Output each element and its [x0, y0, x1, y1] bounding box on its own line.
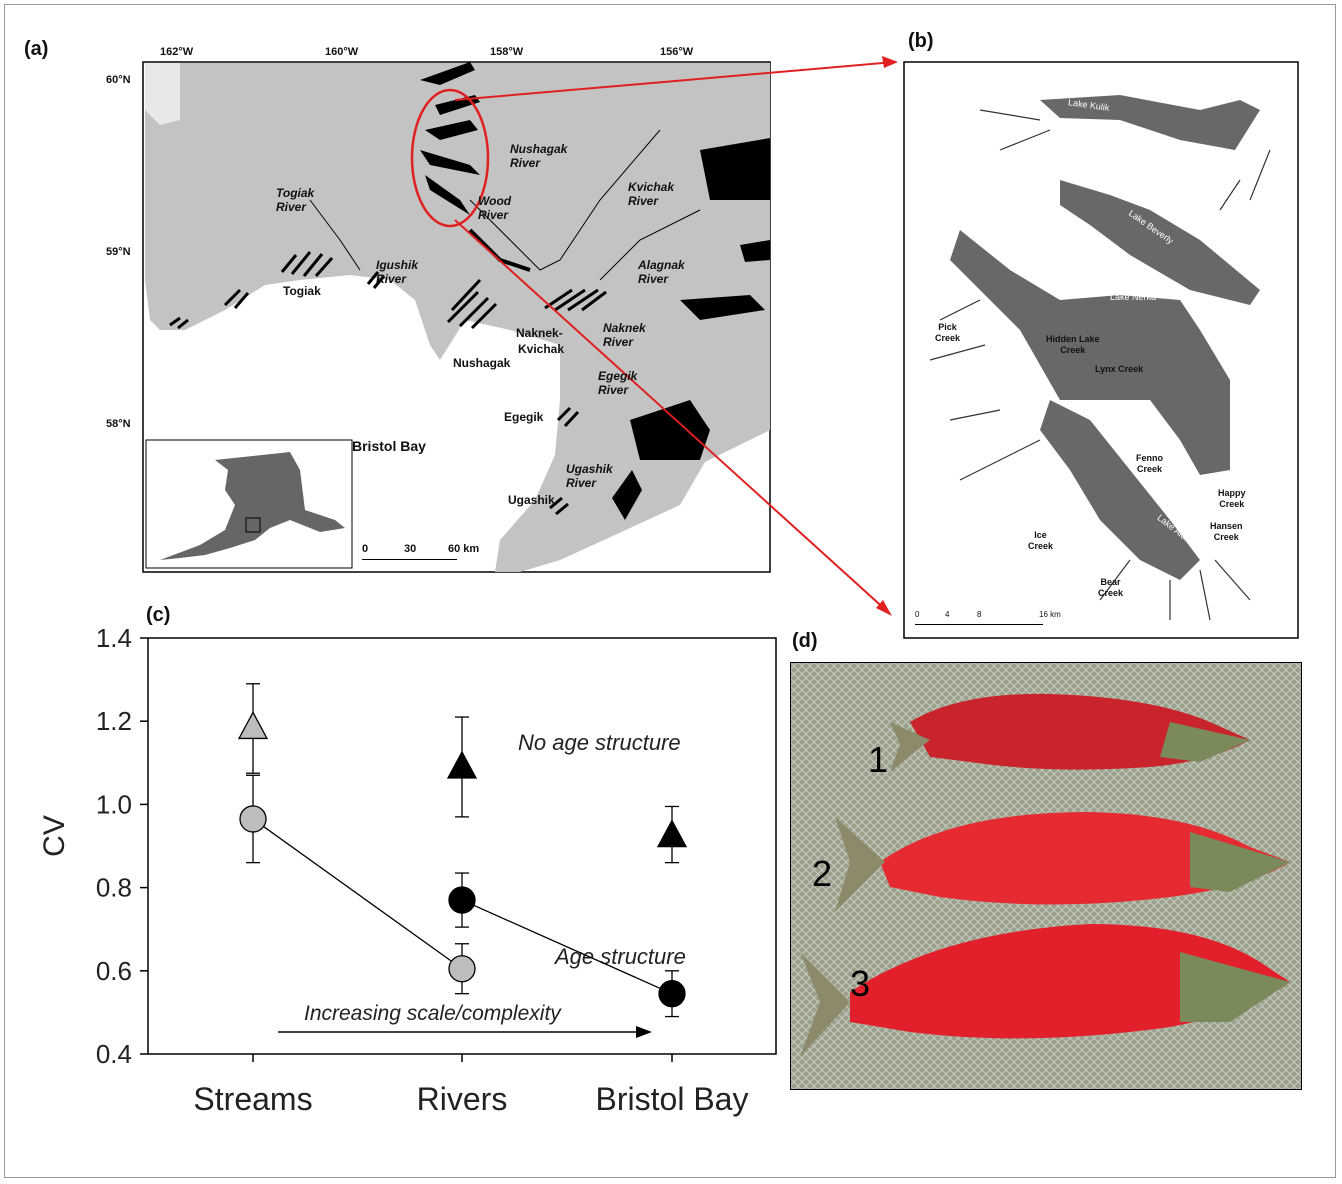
- y-tick-label: 0.4: [96, 1039, 132, 1069]
- panel-c-label: (c): [146, 604, 171, 626]
- highlight-ellipse: [410, 88, 490, 228]
- lake-aleknagik: [1040, 400, 1200, 580]
- data-point-circle: [658, 980, 686, 1008]
- fish-1: [890, 693, 1250, 772]
- zoom-arrow-top: [454, 61, 896, 101]
- lake-nerka: [950, 230, 1230, 475]
- x-tick-label: Bristol Bay: [596, 1081, 749, 1117]
- map-b: [903, 61, 1299, 639]
- lake-kulik: [1040, 95, 1260, 150]
- scale-annotation: Increasing scale/complexity: [304, 1002, 562, 1025]
- y-axis-label: CV: [38, 815, 71, 857]
- map-a: [142, 61, 771, 573]
- panel-a-label: (a): [24, 38, 49, 60]
- data-point-triangle: [446, 750, 478, 779]
- series-label-age: Age structure: [553, 944, 686, 969]
- fish-number: 3: [850, 963, 870, 1004]
- data-point-circle: [448, 955, 476, 983]
- y-tick-label: 0.8: [96, 873, 132, 903]
- y-tick-label: 1.0: [96, 789, 132, 819]
- lake-beverly: [1060, 180, 1260, 305]
- fish-2: [835, 812, 1290, 912]
- y-tick-label: 1.4: [96, 623, 132, 653]
- y-tick-label: 0.6: [96, 956, 132, 986]
- panel-d-label: (d): [792, 630, 818, 652]
- land-mass: [145, 63, 770, 572]
- alaska-inset: [160, 452, 345, 560]
- data-point-triangle: [656, 819, 688, 848]
- scale-arrow-head: [636, 1026, 652, 1038]
- data-point-triangle: [237, 711, 269, 740]
- figure-frame: [4, 4, 1336, 1178]
- y-tick-label: 1.2: [96, 706, 132, 736]
- district-hatch: [169, 251, 607, 516]
- sockeye-photo: 1 2 3: [790, 662, 1302, 1090]
- fish-3: [800, 924, 1290, 1057]
- fish-number: 2: [812, 853, 832, 894]
- fish-number: 1: [868, 739, 888, 780]
- data-point-circle: [448, 886, 476, 914]
- series-line: [252, 818, 463, 970]
- x-tick-label: Rivers: [417, 1081, 508, 1117]
- series-line: [461, 899, 673, 995]
- data-point-circle: [239, 805, 267, 833]
- x-tick-label: Streams: [193, 1081, 312, 1117]
- series-label-no-age: No age structure: [518, 730, 681, 755]
- zoom-arrow-bottom: [454, 219, 889, 613]
